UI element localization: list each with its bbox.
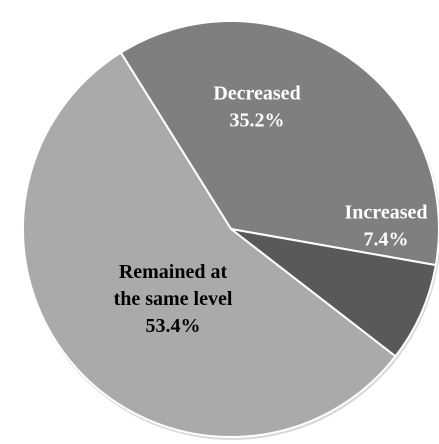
slice-value-label: 53.4% [146, 315, 201, 337]
slice-value-label: 7.4% [364, 229, 409, 251]
slice-category-label: Increased [345, 202, 428, 224]
slice-value-label: 35.2% [230, 110, 285, 132]
slice-category-label: Decreased [213, 83, 300, 105]
